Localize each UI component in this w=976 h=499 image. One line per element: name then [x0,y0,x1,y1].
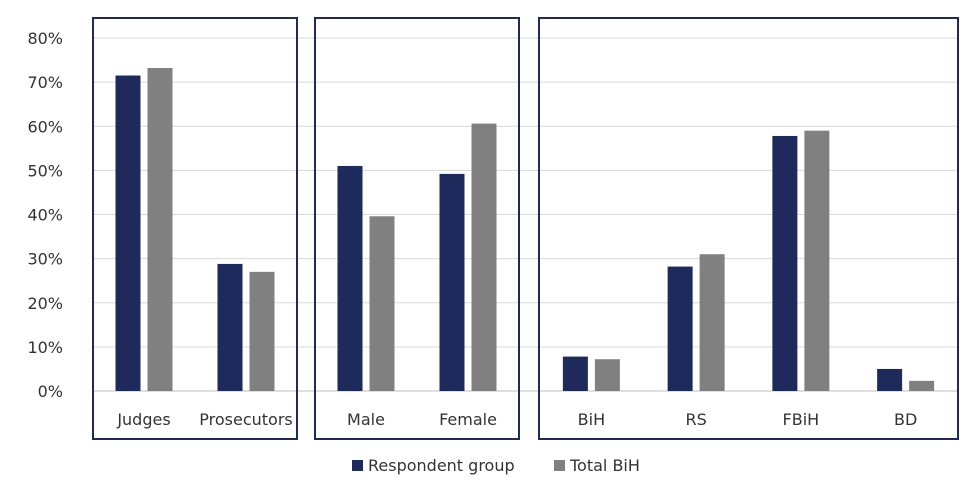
bar-total-bih-prosecutors [249,271,275,391]
bar-respondent-group-male [337,165,363,391]
bar-respondent-group-female [439,173,465,391]
x-tick-label: FBiH [783,410,820,429]
legend-label: Respondent group [368,456,515,475]
y-tick-label: 0% [38,382,63,401]
bar-total-bih-male [369,216,395,391]
bar-respondent-group-judges [115,75,141,391]
bar-respondent-group-bd [877,368,903,391]
y-tick-label: 70% [27,73,63,92]
bar-total-bih-bih [594,359,620,391]
y-tick-label: 20% [27,294,63,313]
bar-respondent-group-bih [562,356,588,391]
bar-total-bih-female [471,123,497,391]
y-axis-ticks: 0% 10% 20% 30% 40% 50% 60% 70% 80% [27,29,63,401]
category-panel [92,17,298,440]
bar-total-bih-bd [909,380,935,391]
x-axis-labels: Judges Prosecutors Male Female BiH RS FBiH BD [116,410,917,429]
y-tick-label: 40% [27,206,63,225]
bar-respondent-group-prosecutors [217,263,243,391]
bar-total-bih-rs [699,254,725,391]
y-tick-label: 10% [27,338,63,357]
y-tick-label: 60% [27,117,63,136]
legend-swatch [554,460,565,471]
category-panels [92,17,959,440]
x-tick-label: Female [439,410,497,429]
y-tick-label: 80% [27,29,63,48]
bars [115,68,935,391]
x-tick-label: Male [347,410,385,429]
bar-respondent-group-fbih [772,135,798,391]
x-tick-label: Judges [116,410,170,429]
bar-total-bih-judges [147,68,173,391]
legend: Respondent group Total BiH [352,456,640,475]
category-panel [314,17,520,440]
category-panel [538,17,959,440]
y-tick-label: 30% [27,250,63,269]
legend-swatch [352,460,363,471]
bar-total-bih-fbih [804,130,830,391]
x-tick-label: BiH [578,410,605,429]
legend-label: Total BiH [569,456,640,475]
x-tick-label: RS [685,410,706,429]
y-tick-label: 50% [27,161,63,180]
bar-respondent-group-rs [667,266,693,391]
x-tick-label: BD [894,410,917,429]
x-tick-label: Prosecutors [199,410,292,429]
